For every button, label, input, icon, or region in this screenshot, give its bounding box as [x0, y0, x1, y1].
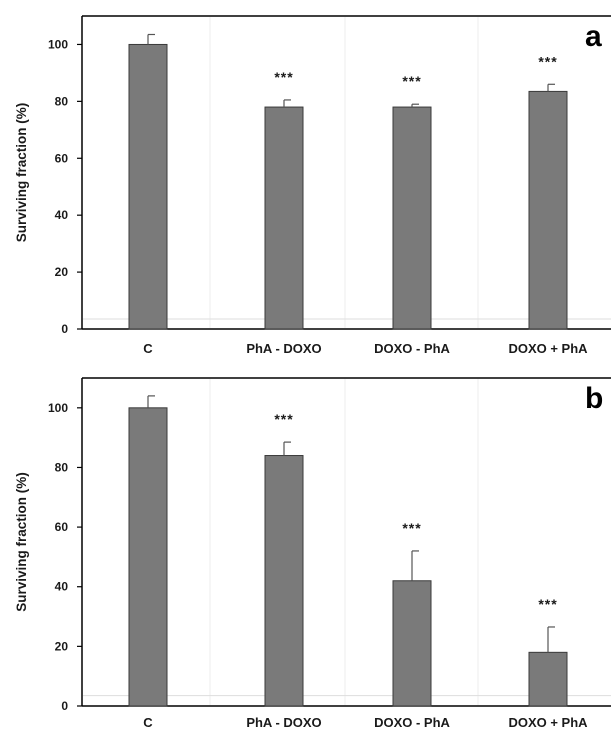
y-tick-label: 100	[48, 37, 68, 51]
category-label: C	[143, 715, 153, 730]
bar	[528, 651, 568, 707]
category-label: PhA - DOXO	[246, 715, 321, 730]
significance-label: ***	[538, 53, 557, 69]
panel-label: b	[585, 382, 603, 415]
category-label: DOXO - PhA	[374, 341, 450, 356]
category-label: C	[143, 341, 153, 356]
y-tick-label: 60	[55, 151, 69, 165]
panel-label: a	[585, 20, 602, 53]
y-tick-label: 60	[55, 520, 69, 534]
y-tick-label: 20	[55, 265, 69, 279]
significance-label: ***	[402, 520, 421, 536]
category-label: PhA - DOXO	[246, 341, 321, 356]
y-tick-label: 100	[48, 401, 68, 415]
y-axis-label: Surviving fraction (%)	[14, 472, 29, 612]
y-axis-label: Surviving fraction (%)	[14, 103, 29, 243]
significance-label: ***	[538, 596, 557, 612]
category-label: DOXO - PhA	[374, 715, 450, 730]
y-tick-label: 40	[55, 580, 69, 594]
panel-b: 0 20 40 60 80 100 Surviving fraction (%) C *** Ph…	[14, 377, 611, 730]
category-label: DOXO + PhA	[508, 715, 588, 730]
panel-a: 0 20 40 60 80 100 Surviving fraction (%) C *** Ph…	[14, 15, 611, 356]
y-tick-label: 0	[61, 699, 68, 713]
y-tick-label: 0	[61, 322, 68, 336]
y-tick-label: 20	[55, 639, 69, 653]
significance-label: ***	[274, 69, 293, 85]
bar	[528, 90, 568, 330]
y-tick-label: 80	[55, 460, 69, 474]
y-tick-label: 80	[55, 94, 69, 108]
bar	[264, 455, 304, 707]
bar	[264, 106, 304, 330]
bar	[128, 407, 168, 707]
significance-label: ***	[274, 411, 293, 427]
bar	[392, 106, 432, 330]
bar	[128, 43, 168, 330]
y-tick-label: 40	[55, 208, 69, 222]
significance-label: ***	[402, 73, 421, 89]
bar	[392, 580, 432, 707]
category-label: DOXO + PhA	[508, 341, 588, 356]
